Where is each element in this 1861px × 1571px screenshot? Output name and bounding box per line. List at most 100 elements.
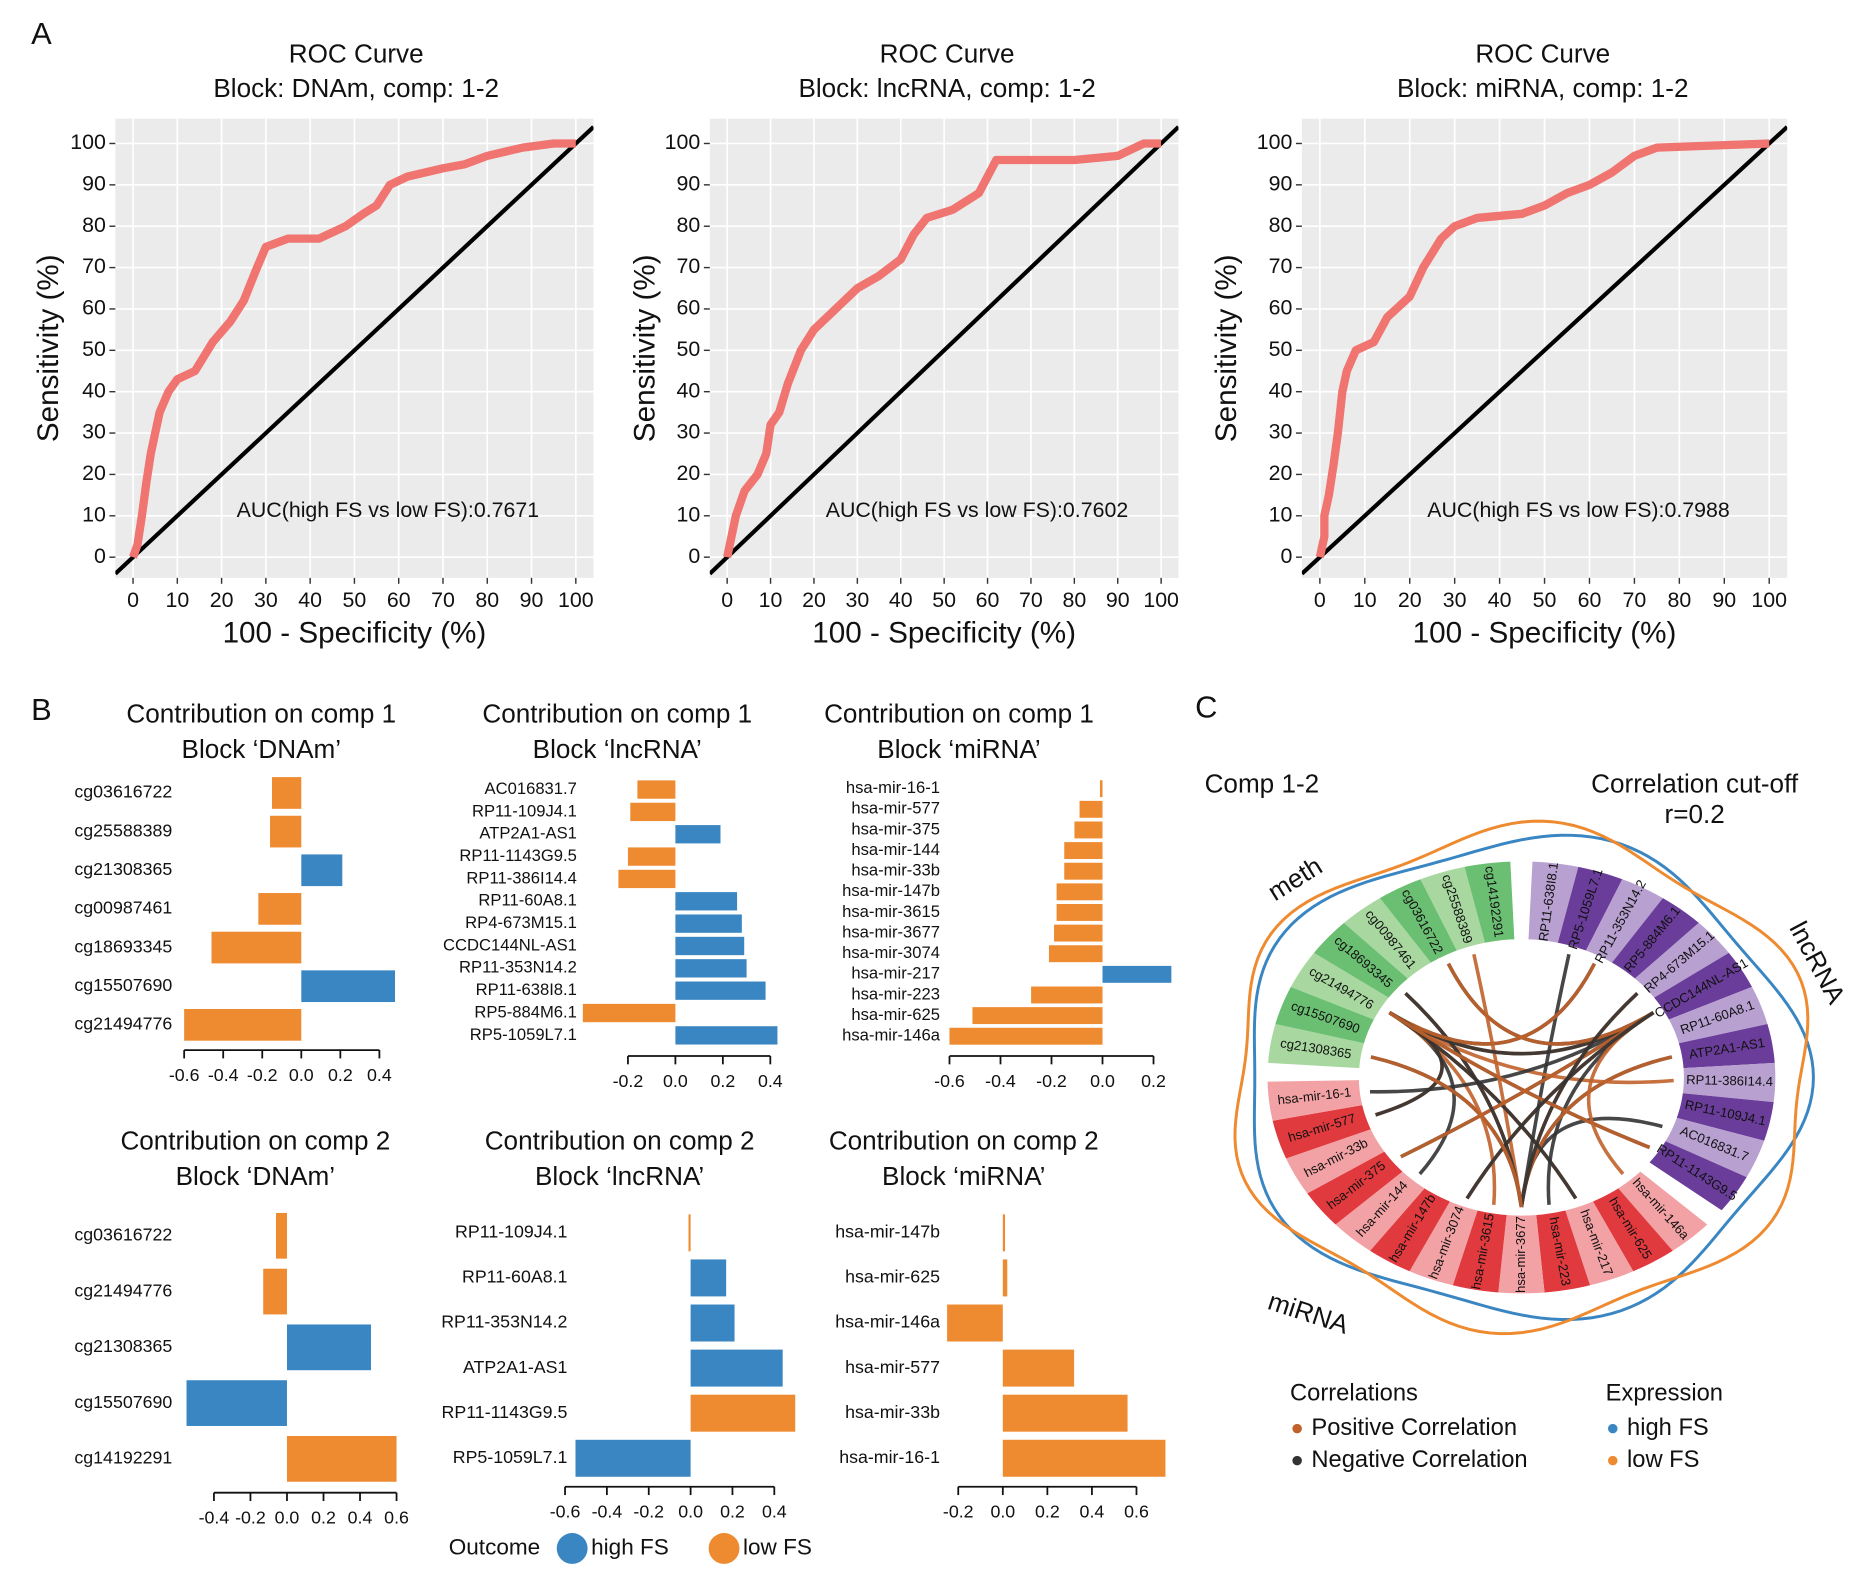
bar bbox=[675, 959, 747, 978]
x-tick-label: -0.2 bbox=[613, 1071, 644, 1091]
y-tick-label: 60 bbox=[677, 296, 701, 320]
legend-label: high FS bbox=[1627, 1415, 1709, 1441]
y-tick-label: 70 bbox=[1269, 254, 1293, 278]
x-tick-label: 0.2 bbox=[328, 1065, 353, 1085]
category-label: RP11-109J4.1 bbox=[455, 1222, 567, 1242]
category-label: cg21494776 bbox=[74, 1280, 172, 1300]
category-label: hsa-mir-625 bbox=[851, 1005, 940, 1024]
sector bbox=[1409, 1201, 1478, 1286]
bar bbox=[675, 936, 745, 956]
x-tick-label: 100 bbox=[1751, 588, 1787, 612]
bar bbox=[688, 1214, 691, 1252]
y-tick-label: 0 bbox=[94, 544, 106, 568]
bar bbox=[1002, 1214, 1006, 1252]
x-tick-label: -0.2 bbox=[633, 1502, 664, 1522]
chart-title: Contribution on comp 2 bbox=[120, 1126, 390, 1156]
bar bbox=[258, 893, 302, 925]
y-tick-label: 80 bbox=[1269, 213, 1293, 237]
x-tick-label: 50 bbox=[343, 588, 367, 612]
bar bbox=[618, 869, 676, 889]
bar bbox=[1002, 1349, 1075, 1387]
reference-diagonal bbox=[115, 125, 594, 576]
category-label: hsa-mir-16-1 bbox=[846, 778, 940, 797]
y-tick-label: 30 bbox=[677, 420, 701, 444]
reference-diagonal bbox=[1301, 125, 1788, 576]
bar bbox=[1031, 986, 1103, 1004]
x-tick-label: 30 bbox=[254, 588, 278, 612]
category-label: hsa-mir-147b bbox=[835, 1222, 940, 1242]
legend-dot bbox=[708, 1533, 740, 1564]
y-tick-label: 10 bbox=[82, 502, 106, 526]
category-label: hsa-mir-577 bbox=[845, 1357, 940, 1377]
annotation: AUC(high FS vs low FS):0.7671 bbox=[237, 498, 539, 522]
category-label: cg15507690 bbox=[74, 1392, 172, 1412]
category-label: cg21308365 bbox=[74, 1336, 172, 1356]
y-tick-label: 90 bbox=[677, 171, 701, 195]
bar bbox=[211, 931, 302, 964]
legend-label: low FS bbox=[1627, 1447, 1700, 1473]
chart-subtitle: Block ‘lncRNA’ bbox=[535, 1161, 704, 1191]
bar bbox=[947, 1304, 1003, 1342]
bar bbox=[972, 1007, 1103, 1025]
legend-dot bbox=[1292, 1455, 1302, 1466]
y-tick-label: 80 bbox=[677, 213, 701, 237]
chord-title: Comp 1-2 bbox=[1205, 768, 1320, 798]
x-tick-label: 0.0 bbox=[990, 1502, 1015, 1522]
category-label: hsa-mir-223 bbox=[851, 984, 940, 1003]
x-tick-label: -0.2 bbox=[247, 1065, 278, 1085]
x-tick-label: 70 bbox=[1623, 588, 1647, 612]
bar bbox=[1099, 780, 1103, 798]
bar bbox=[276, 1212, 287, 1259]
y-tick-label: 50 bbox=[677, 337, 701, 361]
legend-title: Correlations bbox=[1290, 1380, 1418, 1406]
bar bbox=[690, 1259, 727, 1297]
bar bbox=[690, 1394, 796, 1432]
x-tick-label: 70 bbox=[1019, 588, 1043, 612]
y-tick-label: 90 bbox=[1269, 171, 1293, 195]
sector bbox=[1654, 952, 1752, 1020]
y-tick-label: 60 bbox=[1269, 296, 1293, 320]
legend-dot bbox=[1292, 1423, 1302, 1434]
y-tick-label: 100 bbox=[665, 130, 701, 154]
x-tick-label: 0.6 bbox=[1124, 1502, 1149, 1522]
y-tick-label: 20 bbox=[82, 461, 106, 485]
bar bbox=[675, 981, 766, 1000]
category-label: cg00987461 bbox=[74, 898, 172, 918]
chart-title: Contribution on comp 1 bbox=[126, 698, 396, 728]
bar bbox=[1048, 945, 1103, 963]
x-tick-label: 0.6 bbox=[384, 1507, 409, 1527]
category-label: RP11-353N14.2 bbox=[459, 958, 577, 977]
group-label: lncRNA bbox=[1784, 916, 1852, 1009]
category-label: cg18693345 bbox=[74, 936, 172, 956]
legend-label: Negative Correlation bbox=[1311, 1447, 1527, 1473]
bar bbox=[1056, 904, 1103, 921]
panel-label: A bbox=[31, 16, 52, 51]
correlation-link bbox=[1370, 1055, 1524, 1208]
sector bbox=[1290, 952, 1389, 1020]
annotation: AUC(high FS vs low FS):0.7602 bbox=[826, 498, 1128, 522]
category-label: cg21308365 bbox=[74, 859, 172, 879]
sector bbox=[1634, 922, 1729, 998]
chart-subtitle: Block ‘miRNA’ bbox=[877, 734, 1040, 764]
y-tick-label: 100 bbox=[1257, 130, 1293, 154]
correlation-link bbox=[1519, 992, 1639, 1208]
correlation-link bbox=[1388, 962, 1597, 1046]
category-label: AC016831.7 bbox=[485, 779, 577, 798]
x-axis-label: 100 - Specificity (%) bbox=[223, 617, 487, 650]
sector bbox=[1420, 866, 1485, 951]
y-tick-label: 40 bbox=[1269, 378, 1293, 402]
y-tick-label: 50 bbox=[1269, 337, 1293, 361]
chart-title: Contribution on comp 2 bbox=[485, 1126, 755, 1156]
sector bbox=[1268, 1023, 1364, 1069]
bar bbox=[575, 1439, 691, 1477]
bar bbox=[1064, 862, 1103, 880]
bar bbox=[1002, 1439, 1166, 1477]
x-tick-label: 10 bbox=[759, 588, 783, 612]
x-tick-label: -0.6 bbox=[934, 1071, 965, 1091]
x-tick-label: 0.2 bbox=[311, 1507, 336, 1527]
bar bbox=[1002, 1259, 1008, 1297]
category-label: cg03616722 bbox=[74, 782, 172, 802]
roc-curve bbox=[723, 139, 1162, 559]
panel-label: B bbox=[31, 692, 52, 727]
expression-trace bbox=[1233, 819, 1810, 1336]
